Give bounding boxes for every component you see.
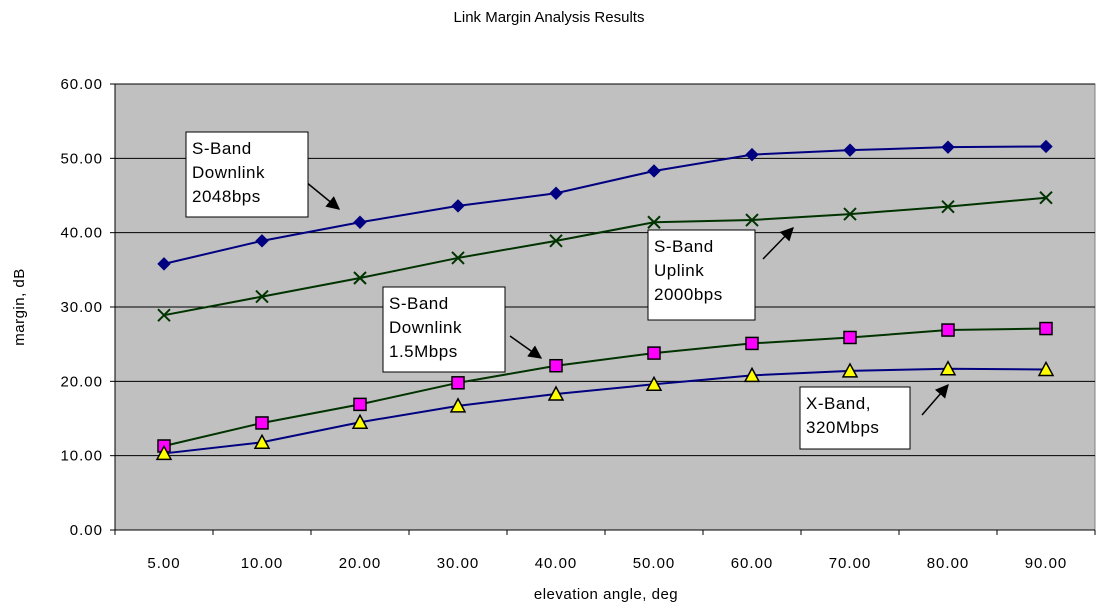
x-tick-label: 50.00 [633,555,676,572]
y-tick-label: 0.00 [70,522,103,539]
y-axis-title: margin, dB [11,268,28,346]
series-layer [155,139,1055,461]
callout-line: 2048bps [192,187,261,206]
data-point-diamond [549,186,563,200]
data-point-x [353,271,367,285]
callout-box [647,229,756,321]
data-point-diamond [647,164,661,178]
data-point-diamond [255,234,269,248]
callout-arrow [509,335,543,359]
series-sband_downlink_2048 [157,139,1053,271]
data-point-triangle [841,362,859,378]
data-point-square [745,336,759,351]
callout-line: Downlink [192,163,265,182]
series-line [163,327,1047,447]
y-tick-label: 30.00 [60,299,103,316]
callout-arrow [921,383,949,416]
callout-line: S-Band [192,139,252,158]
data-point-x [549,234,563,248]
callout-line: 1.5Mbps [389,342,458,361]
series-line [163,145,1047,265]
data-point-triangle [351,413,369,429]
data-point-triangle [449,397,467,413]
callout-line: S-Band [654,237,714,256]
x-tick-label: 5.00 [147,555,180,572]
data-point-square [353,397,367,412]
data-point-diamond [1039,139,1053,154]
data-point-triangle [155,444,173,461]
series-sband_uplink_2000 [157,191,1053,322]
callouts: S-Band Downlink 2048bps S-Band Uplink 2000bps… [185,131,949,450]
x-axis-title: elevation angle, deg [534,586,678,603]
data-point-square [647,346,661,360]
callout-sband_uplink_2000_label: S-Band Uplink 2000bps [647,227,794,321]
callout-arrow [762,227,794,260]
x-axis-ticks: 5.00 10.00 20.00 30.00 40.00 50.00 60.00 70.00 8… [114,530,1096,572]
data-point-x [745,213,759,227]
data-point-triangle [743,366,761,383]
callout-line: S-Band [389,294,449,313]
callout-arrow [305,181,341,210]
series-line [163,196,1047,317]
x-tick-label: 10.00 [241,555,284,572]
x-tick-label: 20.00 [339,555,382,572]
x-tick-label: 90.00 [1025,555,1068,572]
data-point-triangle [645,375,663,392]
data-point-square [941,323,955,337]
callout-sband_downlink_1_5m_label: S-Band Downlink 1.5Mbps [382,286,543,373]
callout-box [185,131,309,218]
x-tick-label: 30.00 [437,555,480,572]
data-point-square [843,330,857,345]
callout-line: Downlink [389,318,462,337]
data-point-x [451,251,465,265]
data-point-diamond [157,257,171,271]
data-point-triangle [939,360,957,376]
x-tick-label: 40.00 [535,555,578,572]
data-point-triangle [1037,360,1055,377]
x-tick-label: 80.00 [927,555,970,572]
data-point-x [255,289,269,304]
data-point-diamond [745,147,759,162]
callout-line: 2000bps [654,285,723,304]
data-point-square [255,416,269,430]
data-point-square [451,376,465,390]
data-point-triangle [253,433,271,450]
y-tick-label: 40.00 [60,225,103,242]
y-tick-label: 50.00 [60,150,103,167]
data-point-x [1039,191,1053,205]
series-xband_320m [155,360,1055,461]
data-point-x [157,308,171,322]
chart-title: Link Margin Analysis Results [454,9,645,26]
data-point-diamond [353,215,367,229]
callout-xband_320m_label: X-Band, 320Mbps [799,383,949,450]
data-point-diamond [843,143,857,157]
callout-sband_downlink_2048_label: S-Band Downlink 2048bps [185,131,341,218]
callout-line: 320Mbps [806,418,879,437]
series-line [163,367,1047,455]
y-tick-label: 20.00 [60,373,103,390]
data-point-diamond [451,199,465,213]
callout-box [799,386,911,450]
callout-box [382,286,506,373]
data-point-square [549,358,563,373]
data-point-x [941,199,955,214]
data-point-x [843,207,857,221]
callout-line: X-Band, [806,394,871,413]
data-point-x [647,215,661,229]
y-tick-label: 10.00 [60,448,103,465]
data-point-diamond [941,140,955,154]
data-point-triangle [547,385,565,401]
data-point-square [1039,321,1053,336]
x-tick-label: 60.00 [731,555,774,572]
y-tick-label: 60.00 [60,76,103,93]
callout-line: Uplink [654,261,704,280]
x-tick-label: 70.00 [829,555,872,572]
